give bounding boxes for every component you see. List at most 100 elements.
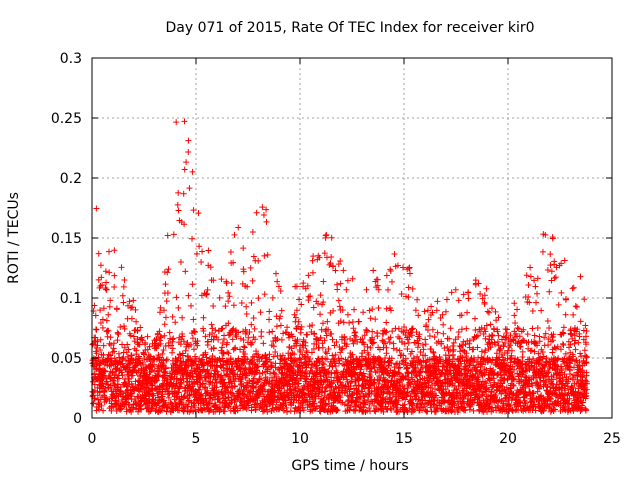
data-point [181,166,188,173]
data-point [230,302,237,309]
data-point [422,341,429,348]
data-point [119,372,126,379]
data-point [186,408,193,415]
data-point [197,376,204,383]
data-point [568,331,575,338]
data-point [103,378,110,385]
data-point [227,248,234,255]
data-point [463,325,470,332]
data-point [188,341,195,348]
data-point [560,324,567,331]
data-point [170,335,177,342]
data-point [172,400,179,407]
data-point [364,343,371,350]
data-point [483,285,490,292]
data-point [224,384,231,391]
data-point [224,349,231,356]
data-point [355,318,362,325]
data-point [328,234,335,241]
data-point [466,406,473,413]
data-point [577,273,584,280]
data-point [337,280,344,287]
data-point [458,326,465,333]
data-point [172,319,179,326]
data-point [240,268,247,275]
data-point [375,305,382,312]
data-point [532,283,539,290]
data-point [395,333,402,340]
data-point [245,334,252,341]
data-point [208,400,215,407]
data-point [106,269,113,276]
data-point [415,312,422,319]
data-point [220,350,227,357]
data-point [187,356,194,363]
data-point [169,313,176,320]
data-point [253,209,260,216]
data-point [544,317,551,324]
data-point [204,366,211,373]
data-point [100,305,107,312]
data-point [203,401,210,408]
data-point [161,332,168,339]
data-point [254,400,261,407]
data-point [231,382,238,389]
data-point [243,406,250,413]
data-point [107,352,114,359]
data-point [159,393,166,400]
data-point [270,353,277,360]
data-point [107,334,114,341]
data-point [334,286,341,293]
data-point [191,404,198,411]
data-point [277,287,284,294]
data-point [543,355,550,362]
data-point [279,352,286,359]
data-point [238,376,245,383]
data-point [269,401,276,408]
data-point [434,329,441,336]
data-point [524,331,531,338]
data-point [448,289,455,296]
data-point [241,350,248,357]
data-point [183,343,190,350]
data-point [253,384,260,391]
data-point [181,221,188,228]
data-point [247,264,254,271]
data-point [405,339,412,346]
data-point [503,326,510,333]
data-point [286,334,293,341]
data-point [165,266,172,273]
data-point [428,303,435,310]
data-point [261,407,268,414]
data-point [174,201,181,208]
data-point [318,326,325,333]
data-point [262,352,269,359]
data-point [126,376,133,383]
data-point [257,309,264,316]
data-point [205,247,212,254]
data-point [353,333,360,340]
data-point [531,332,538,339]
data-point [212,327,219,334]
data-point [162,314,169,321]
data-point [336,303,343,310]
data-point [210,345,217,352]
data-point [200,327,207,334]
data-point [256,404,263,411]
data-point [191,329,198,336]
data-point [250,375,257,382]
data-point [103,286,110,293]
data-point [259,391,266,398]
data-point [120,283,127,290]
data-point [189,335,196,342]
data-point [180,338,187,345]
data-point [163,298,170,305]
data-point [337,257,344,264]
data-point [260,211,267,218]
data-point [162,281,169,288]
data-point [248,299,255,306]
data-point [383,319,390,326]
data-point [138,382,145,389]
data-point [99,380,106,387]
data-point [156,309,163,316]
